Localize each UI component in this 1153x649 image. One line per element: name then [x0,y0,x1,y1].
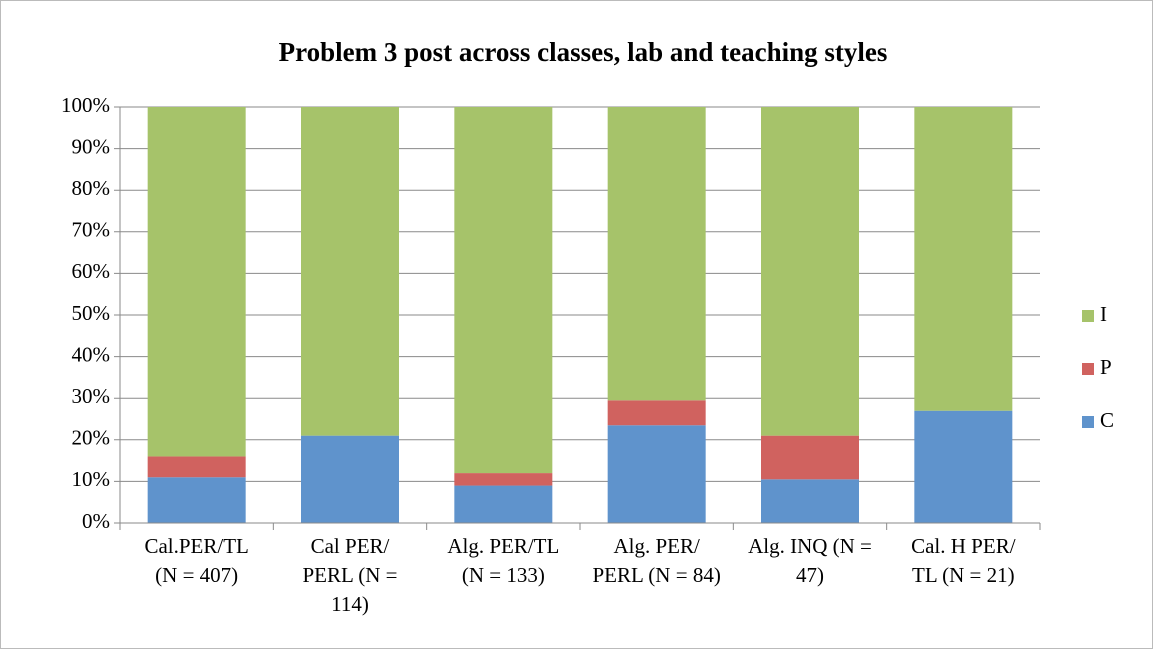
y-tick-label: 80% [72,176,111,200]
bar-segment [761,435,859,480]
y-tick-label: 60% [72,259,111,283]
y-tick-label: 40% [72,342,111,366]
legend-swatch [1082,363,1094,375]
bar-segment [914,410,1013,523]
y-tick-label: 30% [72,384,111,408]
bar-segment [914,107,1013,411]
legend-label: C [1100,408,1114,432]
x-tick-label: Alg. PER/ PERL (N = 84) [592,534,721,587]
bar-segment [454,485,553,523]
x-tick-label: Alg. PER/TL (N = 133) [447,534,560,587]
y-tick-label: 70% [72,218,111,242]
bar-segment [607,425,706,523]
chart-title: Problem 3 post across classes, lab and t… [279,37,888,67]
x-tick-label: Cal.PER/TL (N = 407) [144,534,249,587]
bar-segment [147,456,246,478]
y-tick-label: 50% [72,301,111,325]
y-tick-label: 20% [72,426,111,450]
x-tick-label: Cal PER/ PERL (N = 114) [302,534,398,616]
bar-segment [147,477,246,523]
bar-segment [607,107,706,401]
y-tick-label: 90% [72,134,111,158]
y-tick-label: 10% [72,467,111,491]
bar-segment [761,479,859,523]
bar-segment [301,107,399,436]
bar-segment [761,107,859,436]
legend-label: P [1100,355,1112,379]
bar-segment [301,435,399,523]
y-tick-label: 0% [82,509,110,533]
bar-segment [147,107,246,457]
x-tick-label: Alg. INQ (N = 47) [748,534,872,587]
x-tick-label: Cal. H PER/ TL (N = 21) [911,534,1016,587]
bar-segment [607,400,706,426]
legend-swatch [1082,416,1094,428]
bar-segment [454,473,553,486]
legend-swatch [1082,310,1094,322]
bar-segment [454,107,553,474]
legend-label: I [1100,302,1107,326]
y-tick-label: 100% [61,93,110,117]
